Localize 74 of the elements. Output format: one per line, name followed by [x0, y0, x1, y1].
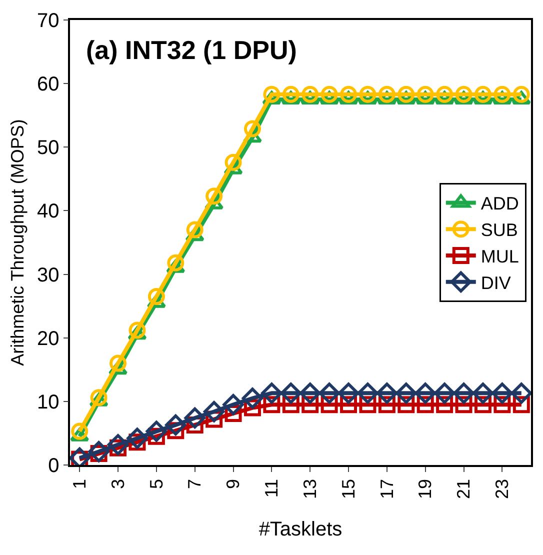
- x-tick-label: 17: [376, 478, 397, 499]
- legend-label: MUL: [480, 246, 519, 267]
- legend-label: ADD: [480, 194, 519, 214]
- point: [186, 221, 204, 238]
- x-tick-label: 7: [184, 478, 205, 489]
- x-tick-label: 9: [223, 478, 244, 489]
- y-axis-title: Arithmetic Throughput (MOPS): [8, 119, 28, 366]
- y-tick-label: 40: [37, 200, 60, 223]
- point: [110, 354, 127, 372]
- y-tick-label: 20: [37, 328, 60, 350]
- x-tick-label: 11: [262, 478, 282, 498]
- legend-label: DIV: [480, 272, 511, 293]
- x-tick-label: 23: [492, 478, 512, 499]
- point: [396, 382, 417, 404]
- point: [338, 382, 360, 404]
- point: [434, 382, 456, 404]
- point: [378, 86, 396, 103]
- point: [126, 428, 148, 449]
- point: [318, 382, 340, 404]
- y-tick-label: 60: [37, 74, 60, 96]
- point: [282, 86, 300, 103]
- point: [453, 382, 474, 404]
- point: [494, 86, 511, 103]
- point: [222, 394, 244, 416]
- point: [206, 188, 223, 205]
- point: [224, 154, 242, 171]
- point: [357, 382, 378, 404]
- point: [203, 401, 225, 422]
- point: [71, 422, 88, 440]
- x-tick-label: 3: [108, 478, 128, 489]
- point: [320, 86, 338, 103]
- point: [184, 407, 206, 429]
- point: [242, 388, 264, 409]
- x-tick-label: 1: [69, 478, 90, 489]
- y-tick-label: 10: [37, 391, 60, 414]
- point: [302, 86, 319, 103]
- point: [359, 86, 376, 103]
- point: [107, 434, 129, 456]
- point: [510, 382, 531, 404]
- point: [146, 420, 168, 442]
- point: [263, 86, 280, 103]
- point: [512, 86, 530, 103]
- point: [261, 382, 282, 404]
- y-tick-label: 50: [37, 137, 60, 160]
- point: [128, 322, 146, 339]
- point: [165, 414, 186, 436]
- point: [90, 389, 108, 406]
- point: [167, 254, 184, 272]
- point: [436, 86, 454, 103]
- x-tick-label: 13: [300, 478, 320, 499]
- x-tick-label: 15: [338, 478, 358, 499]
- x-tick-label: 21: [454, 478, 474, 499]
- y-tick-label: 70: [37, 10, 60, 32]
- point: [148, 288, 165, 306]
- point: [340, 86, 358, 103]
- point: [88, 441, 110, 462]
- point: [244, 120, 261, 138]
- point: [416, 86, 434, 103]
- point: [398, 86, 415, 103]
- y-tick-label: 0: [48, 455, 60, 477]
- x-axis-title: #Tasklets: [258, 518, 342, 540]
- point: [376, 382, 398, 404]
- point: [472, 382, 494, 404]
- text: (a) INT32 (1 DPU): [86, 35, 297, 65]
- point: [300, 382, 321, 404]
- x-tick-label: 19: [415, 478, 436, 499]
- x-tick-label: 5: [146, 478, 166, 489]
- y-tick-label: 30: [37, 264, 60, 286]
- point: [280, 382, 302, 404]
- point: [455, 86, 472, 103]
- point: [414, 382, 436, 404]
- point: [474, 86, 492, 103]
- legend-label: SUB: [480, 220, 518, 240]
- point: [492, 382, 513, 404]
